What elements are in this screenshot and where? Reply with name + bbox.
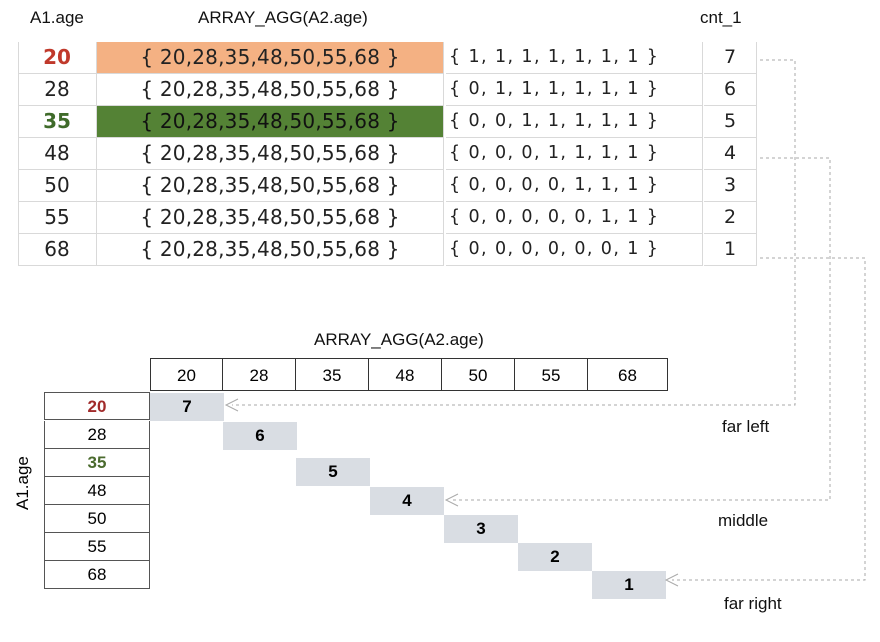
arrowhead-icon (444, 493, 459, 507)
grid-row-header: 50 (44, 505, 150, 533)
grid-row-header: 55 (44, 533, 150, 561)
grid-row-header: 48 (44, 477, 150, 505)
grid-column-header: 28 (223, 358, 296, 391)
top-age-header: A1.age (30, 8, 84, 27)
array-cell-highlight-orange: { 20,28,35,48,50,55,68 } (97, 42, 444, 74)
count-cell: 6 (704, 74, 757, 106)
connector-middle (452, 157, 831, 501)
count-cell: 1 (704, 234, 757, 266)
diagonal-cell: 4 (370, 487, 444, 515)
vector-cell: { 1, 1, 1, 1, 1, 1, 1 } (446, 42, 703, 74)
top-count-header: cnt_1 (700, 8, 742, 27)
table-row: 68 { 20,28,35,48,50,55,68 } { 0, 0, 0, 0… (18, 234, 758, 266)
diagonal-cell: 3 (444, 515, 518, 543)
grid-row-header-highlight-green: 35 (44, 449, 150, 477)
note-far-left: far left (722, 417, 770, 436)
grid-column-header: 55 (515, 358, 588, 391)
connector-far-right (672, 257, 866, 581)
row-age-highlight-green: 35 (18, 106, 97, 138)
array-cell: { 20,28,35,48,50,55,68 } (97, 138, 444, 170)
count-cell: 4 (704, 138, 757, 170)
table-row: 20 { 20,28,35,48,50,55,68 } { 1, 1, 1, 1… (18, 42, 758, 74)
table-row: 48 { 20,28,35,48,50,55,68 } { 0, 0, 0, 1… (18, 138, 758, 170)
table-row: 55 { 20,28,35,48,50,55,68 } { 0, 0, 0, 0… (18, 202, 758, 234)
vector-cell: { 0, 0, 0, 1, 1, 1, 1 } (446, 138, 703, 170)
vector-cell: { 0, 0, 0, 0, 1, 1, 1 } (446, 170, 703, 202)
diagonal-cell: 1 (592, 571, 666, 599)
grid-row-header: 68 (44, 561, 150, 589)
diagonal-cell: 7 (150, 393, 224, 421)
row-age: 28 (18, 74, 97, 106)
diagonal-cell: 5 (296, 458, 370, 486)
vector-cell: { 0, 0, 0, 0, 0, 0, 1 } (446, 234, 703, 266)
count-cell: 5 (704, 106, 757, 138)
grid-column-title: ARRAY_AGG(A2.age) (314, 330, 484, 349)
grid-column-header: 35 (296, 358, 369, 391)
row-age: 50 (18, 170, 97, 202)
grid-row-header-highlight-red: 20 (44, 392, 150, 420)
row-age-highlight-red: 20 (18, 42, 97, 74)
vector-cell: { 0, 1, 1, 1, 1, 1, 1 } (446, 74, 703, 106)
row-age: 55 (18, 202, 97, 234)
array-cell: { 20,28,35,48,50,55,68 } (97, 202, 444, 234)
grid-column-header: 48 (369, 358, 442, 391)
grid-column-header: 50 (442, 358, 515, 391)
note-middle: middle (718, 511, 769, 530)
array-cell: { 20,28,35,48,50,55,68 } (97, 74, 444, 106)
grid-row-header: 28 (44, 421, 150, 449)
vector-cell: { 0, 0, 0, 0, 0, 1, 1 } (446, 202, 703, 234)
diagonal-cell: 2 (518, 543, 592, 571)
row-age: 68 (18, 234, 97, 266)
grid-column-header: 20 (150, 358, 223, 391)
row-age: 48 (18, 138, 97, 170)
grid-column-header: 68 (588, 358, 668, 391)
table-row: 28 { 20,28,35,48,50,55,68 } { 0, 1, 1, 1… (18, 74, 758, 106)
top-array-header: ARRAY_AGG(A2.age) (198, 8, 368, 27)
count-cell: 3 (704, 170, 757, 202)
array-cell-highlight-green: { 20,28,35,48,50,55,68 } (97, 106, 444, 138)
arrowhead-icon (224, 398, 239, 412)
array-cell: { 20,28,35,48,50,55,68 } (97, 170, 444, 202)
array-cell: { 20,28,35,48,50,55,68 } (97, 234, 444, 266)
connector-far-left (232, 59, 796, 406)
note-far-right: far right (724, 594, 782, 613)
count-cell: 2 (704, 202, 757, 234)
arrowhead-icon (664, 573, 679, 587)
vector-cell: { 0, 0, 1, 1, 1, 1, 1 } (446, 106, 703, 138)
top-table-border (18, 42, 19, 266)
table-row: 35 { 20,28,35,48,50,55,68 } { 0, 0, 1, 1… (18, 106, 758, 138)
table-row: 50 { 20,28,35,48,50,55,68 } { 0, 0, 0, 0… (18, 170, 758, 202)
diagonal-cell: 6 (223, 422, 297, 450)
count-cell: 7 (704, 42, 757, 74)
